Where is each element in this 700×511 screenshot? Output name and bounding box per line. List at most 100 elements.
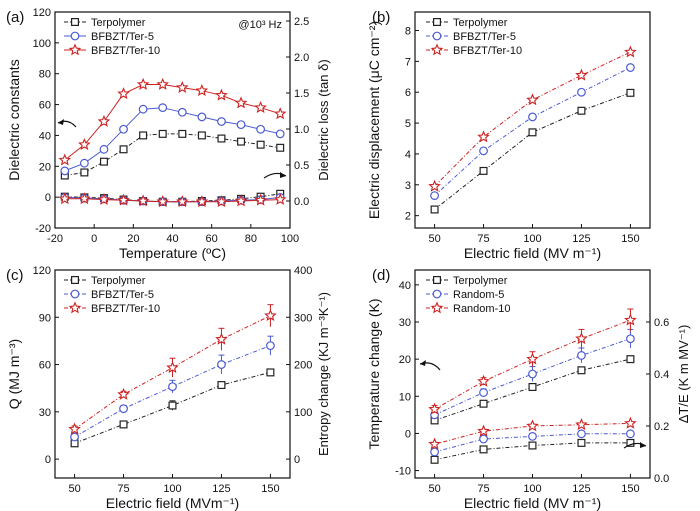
legend-marker: [433, 18, 442, 27]
y-axis-label: Electric displacement (μC cm⁻²): [366, 21, 382, 219]
x-axis-label: Electric field (MV m⁻¹): [464, 245, 601, 261]
series-point: [428, 402, 441, 415]
y-tick-label: 120: [33, 7, 51, 19]
series-point: [175, 80, 189, 93]
panel-label: (b): [372, 9, 390, 26]
series-right-point: [58, 192, 72, 205]
series-point: [430, 191, 439, 201]
x-tick-label: 100: [281, 233, 299, 245]
series-right-point: [430, 447, 439, 457]
legend-marker: [70, 276, 79, 285]
series-point: [266, 368, 275, 377]
legend-entry: Random-10: [453, 303, 510, 315]
series-point: [479, 399, 488, 408]
x-tick-label: 40: [166, 233, 178, 245]
right-axis-arrowhead-icon: [640, 442, 646, 448]
left-axis-arrowhead-icon: [420, 360, 426, 366]
y-axis-label: Dielectric constants: [6, 59, 22, 180]
series-point: [117, 387, 130, 400]
series-point: [117, 87, 130, 100]
series-point: [158, 103, 168, 113]
series-point: [119, 420, 128, 429]
series-point: [626, 355, 635, 364]
series-point: [275, 129, 285, 139]
x-tick-label: 125: [572, 233, 590, 245]
legend-entry: Random-5: [453, 289, 504, 301]
series-point: [119, 404, 128, 414]
series-point: [256, 124, 266, 134]
y2-tick-label: 2.0: [294, 52, 309, 64]
legend-entry: BFBZT/Ter-5: [91, 289, 154, 301]
series-point: [60, 166, 70, 176]
series-right-point: [254, 193, 267, 206]
series-right-point: [526, 419, 539, 432]
series-point: [237, 137, 246, 146]
y-tick-label: 20: [399, 354, 411, 366]
x-tick-label: 60: [206, 233, 218, 245]
series-point: [430, 205, 439, 214]
series-point: [479, 166, 488, 175]
series-right-point: [577, 429, 586, 439]
series-point: [528, 128, 537, 137]
y2-tick-label: 400: [294, 265, 312, 277]
series-point: [119, 124, 128, 134]
y2-tick-label: 100: [294, 407, 312, 419]
x-tick-label: 150: [621, 483, 639, 495]
legend-marker: [430, 301, 444, 314]
series-point: [217, 360, 226, 369]
y-tick-label: 40: [399, 280, 411, 292]
legend-marker: [433, 276, 442, 285]
y-tick-label: 8: [405, 26, 411, 38]
legend-entry: Terpolymer: [91, 17, 146, 29]
series-point: [80, 168, 89, 177]
series-point: [575, 332, 588, 345]
legend-entry: BFBZT/Ter-5: [453, 31, 516, 43]
series-point: [528, 383, 537, 392]
series-point: [138, 104, 148, 114]
legend-marker: [68, 301, 82, 314]
series-point: [215, 332, 228, 345]
legend-marker: [432, 31, 442, 41]
x-tick-label: 125: [572, 483, 590, 495]
legend-marker: [432, 289, 442, 299]
x-tick-label: 100: [523, 483, 541, 495]
y-tick-label: 120: [33, 265, 51, 277]
y2-tick-label: 0.0: [654, 473, 669, 485]
x-axis-label: Temperature (ºC): [119, 245, 226, 261]
series-point: [177, 107, 187, 117]
y-axis-label: Q (MJ m⁻³): [6, 339, 22, 409]
series-right-point: [428, 437, 441, 450]
series-right-point: [626, 429, 635, 439]
series-point: [477, 130, 490, 143]
series-point: [528, 369, 537, 379]
y-tick-label: -20: [35, 223, 51, 235]
y-tick-label: 20: [39, 161, 51, 173]
series-line: [434, 67, 631, 196]
y-tick-label: 0: [45, 454, 51, 466]
series-line: [434, 92, 631, 210]
y-tick-label: 10: [399, 391, 411, 403]
legend-entry: Terpolymer: [91, 275, 146, 287]
series-point: [215, 88, 228, 101]
y2-tick-label: 1.0: [294, 124, 309, 136]
series-point: [119, 145, 128, 154]
series-point: [236, 120, 246, 130]
series-point: [97, 114, 111, 127]
y-tick-label: 6: [405, 87, 411, 99]
series-point: [217, 134, 226, 143]
series-right-point: [575, 418, 588, 431]
series-line: [74, 315, 271, 430]
y2-tick-label: 0.4: [654, 369, 669, 381]
series-point: [577, 351, 586, 360]
series-right-point: [477, 424, 490, 437]
x-tick-label: 50: [428, 233, 440, 245]
y-tick-label: 7: [405, 56, 411, 68]
y-tick-label: 0: [45, 192, 51, 204]
series-point: [256, 140, 265, 149]
y-tick-label: 100: [33, 38, 51, 50]
legend-marker: [430, 43, 444, 56]
series-right-point: [430, 455, 439, 464]
series-point: [197, 131, 206, 140]
series-point: [166, 361, 179, 374]
